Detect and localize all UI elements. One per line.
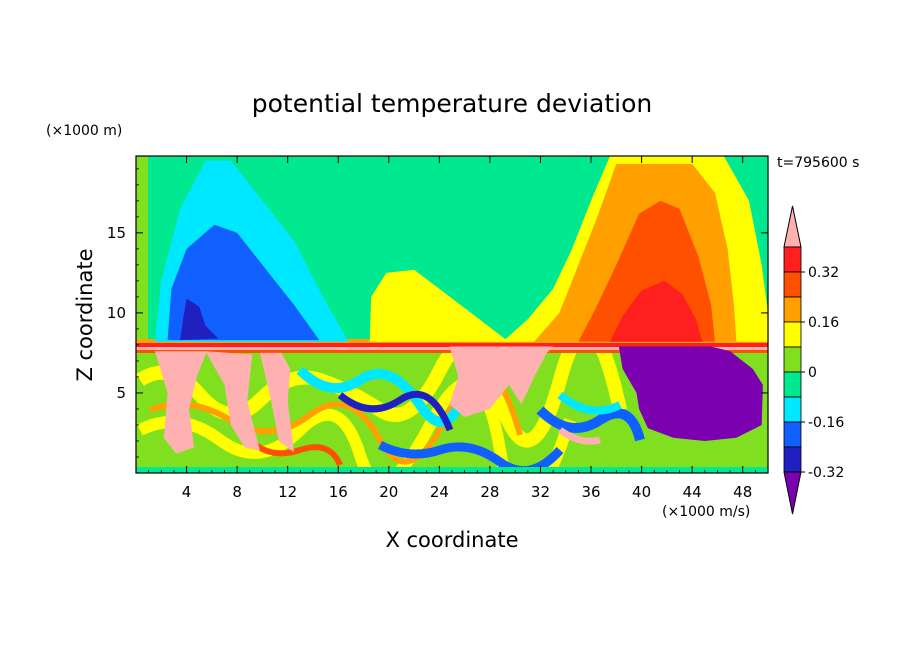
x-tick-label: 36 (581, 483, 600, 501)
x-tick-label: 28 (480, 483, 499, 501)
region-lower-left-pink-1 (155, 351, 207, 454)
x-unit-label: (×1000 m/s) (662, 504, 750, 520)
x-tick-label: 32 (531, 483, 550, 501)
chart-title: potential temperature deviation (252, 89, 652, 118)
colorbar-swatch (783, 421, 802, 448)
x-tick-label: 16 (329, 483, 348, 501)
colorbar-label: -0.16 (808, 415, 844, 431)
x-tick-label: 40 (632, 483, 651, 501)
colorbar-swatch (783, 246, 802, 273)
x-tick-label: 4 (182, 483, 192, 501)
colorbar-swatch (783, 271, 802, 298)
x-axis-title: X coordinate (385, 528, 518, 552)
colorbar: 0.32 0.16 0 -0.16 -0.32 (783, 205, 844, 515)
colorbar-label: 0.16 (808, 315, 839, 331)
time-label: t=795600 s (777, 155, 859, 171)
x-tick-label: 44 (683, 483, 702, 501)
colorbar-swatch (783, 446, 802, 473)
x-tick-label: 8 (232, 483, 242, 501)
colorbar-swatch (783, 371, 802, 398)
x-tick-label: 48 (733, 483, 752, 501)
y-axis: 5 10 15 (107, 168, 768, 458)
colorbar-label: -0.32 (808, 465, 844, 481)
y-tick-label: 15 (107, 224, 126, 242)
x-tick-label: 24 (430, 483, 449, 501)
region-lower-left-pink-2 (205, 351, 260, 451)
colorbar-min-arrow (783, 471, 802, 515)
colorbar-label: 0 (808, 365, 817, 381)
y-unit-label: (×1000 m) (46, 123, 122, 139)
x-tick-label: 20 (379, 483, 398, 501)
field-left-edge-green (136, 156, 148, 346)
colorbar-label: 0.32 (808, 265, 839, 281)
y-tick-label: 5 (116, 384, 126, 402)
y-axis-title: Z coordinate (73, 248, 97, 381)
x-tick-label: 12 (278, 483, 297, 501)
region-lower-left-pink-3 (259, 352, 294, 453)
colorbar-swatch (783, 346, 802, 373)
colorbar-swatch (783, 396, 802, 423)
region-upper-left-blue (167, 224, 320, 341)
plot-area (136, 156, 768, 473)
region-upper-left-darkblue (180, 298, 219, 341)
colorbar-max-arrow (783, 205, 802, 248)
region-lower-center-pink (449, 346, 554, 417)
contour-regions (155, 156, 768, 454)
colorbar-swatch (783, 321, 802, 348)
y-tick-label: 10 (107, 304, 126, 322)
x-axis: 4 8 12 16 20 24 28 32 36 40 44 48 (148, 156, 756, 501)
colorbar-swatch (783, 296, 802, 323)
region-upper-right-red (610, 280, 703, 342)
region-upper-mid-green (369, 269, 509, 342)
region-lower-right-purple (618, 346, 763, 441)
